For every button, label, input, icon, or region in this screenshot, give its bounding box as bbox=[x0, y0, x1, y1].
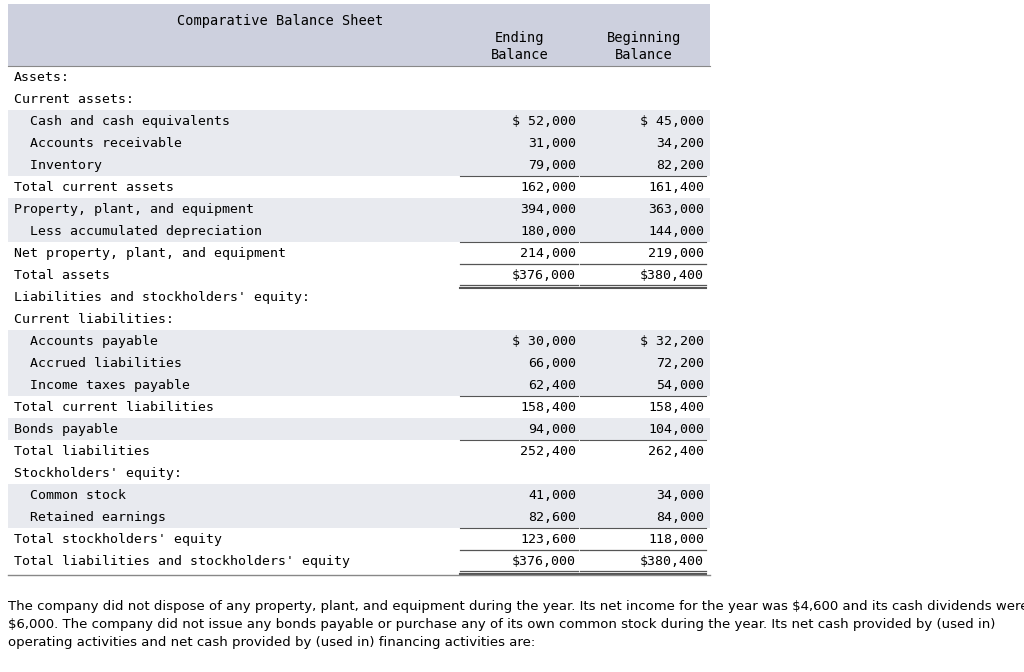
Bar bbox=[8, 220, 710, 242]
Text: 262,400: 262,400 bbox=[648, 445, 705, 458]
Text: Liabilities and stockholders' equity:: Liabilities and stockholders' equity: bbox=[14, 291, 310, 304]
Text: Total assets: Total assets bbox=[14, 269, 110, 282]
Text: 214,000: 214,000 bbox=[520, 247, 575, 260]
Bar bbox=[8, 550, 710, 572]
Text: 54,000: 54,000 bbox=[656, 379, 705, 392]
Text: 82,200: 82,200 bbox=[656, 159, 705, 172]
Bar bbox=[8, 396, 710, 418]
Text: 161,400: 161,400 bbox=[648, 181, 705, 194]
Text: 104,000: 104,000 bbox=[648, 423, 705, 436]
Text: Property, plant, and equipment: Property, plant, and equipment bbox=[14, 203, 254, 216]
Text: 62,400: 62,400 bbox=[528, 379, 575, 392]
Text: Income taxes payable: Income taxes payable bbox=[14, 379, 190, 392]
Bar bbox=[8, 506, 710, 528]
Text: $376,000: $376,000 bbox=[512, 555, 575, 568]
Text: Current assets:: Current assets: bbox=[14, 93, 134, 106]
Text: Less accumulated depreciation: Less accumulated depreciation bbox=[14, 225, 262, 238]
Text: $ 52,000: $ 52,000 bbox=[512, 115, 575, 128]
Text: Cash and cash equivalents: Cash and cash equivalents bbox=[14, 115, 230, 128]
Text: 162,000: 162,000 bbox=[520, 181, 575, 194]
Text: $376,000: $376,000 bbox=[512, 269, 575, 282]
Text: 252,400: 252,400 bbox=[520, 445, 575, 458]
Bar bbox=[8, 154, 710, 176]
Text: 363,000: 363,000 bbox=[648, 203, 705, 216]
Text: $ 32,200: $ 32,200 bbox=[640, 335, 705, 348]
Text: 84,000: 84,000 bbox=[656, 511, 705, 524]
Text: 66,000: 66,000 bbox=[528, 357, 575, 370]
Text: Beginning
Balance: Beginning Balance bbox=[607, 30, 681, 62]
Text: Ending
Balance: Ending Balance bbox=[492, 30, 549, 62]
Bar bbox=[8, 352, 710, 374]
Bar bbox=[8, 176, 710, 198]
Text: Bonds payable: Bonds payable bbox=[14, 423, 118, 436]
Text: Total liabilities: Total liabilities bbox=[14, 445, 150, 458]
Text: Comparative Balance Sheet: Comparative Balance Sheet bbox=[177, 14, 383, 28]
Text: 79,000: 79,000 bbox=[528, 159, 575, 172]
Text: 34,200: 34,200 bbox=[656, 137, 705, 150]
Text: 82,600: 82,600 bbox=[528, 511, 575, 524]
Bar bbox=[8, 66, 710, 88]
Bar bbox=[8, 110, 710, 132]
Bar bbox=[8, 462, 710, 484]
Text: $ 45,000: $ 45,000 bbox=[640, 115, 705, 128]
Bar bbox=[8, 286, 710, 308]
Text: 394,000: 394,000 bbox=[520, 203, 575, 216]
Text: The company did not dispose of any property, plant, and equipment during the yea: The company did not dispose of any prope… bbox=[8, 600, 1024, 613]
Text: $6,000. The company did not issue any bonds payable or purchase any of its own c: $6,000. The company did not issue any bo… bbox=[8, 618, 995, 631]
Text: 118,000: 118,000 bbox=[648, 533, 705, 546]
Text: Retained earnings: Retained earnings bbox=[14, 511, 166, 524]
Bar bbox=[8, 132, 710, 154]
Text: Accounts payable: Accounts payable bbox=[14, 335, 158, 348]
Bar bbox=[8, 374, 710, 396]
Text: Accounts receivable: Accounts receivable bbox=[14, 137, 182, 150]
Bar bbox=[8, 418, 710, 440]
Bar bbox=[8, 440, 710, 462]
Text: 144,000: 144,000 bbox=[648, 225, 705, 238]
Text: 180,000: 180,000 bbox=[520, 225, 575, 238]
Text: 158,400: 158,400 bbox=[520, 401, 575, 414]
Text: 34,000: 34,000 bbox=[656, 489, 705, 502]
Text: Total stockholders' equity: Total stockholders' equity bbox=[14, 533, 222, 546]
Text: 219,000: 219,000 bbox=[648, 247, 705, 260]
Text: $ 30,000: $ 30,000 bbox=[512, 335, 575, 348]
Text: Net property, plant, and equipment: Net property, plant, and equipment bbox=[14, 247, 286, 260]
Text: $380,400: $380,400 bbox=[640, 269, 705, 282]
Text: Total current liabilities: Total current liabilities bbox=[14, 401, 214, 414]
Bar bbox=[8, 4, 710, 66]
Bar bbox=[8, 308, 710, 330]
Text: $380,400: $380,400 bbox=[640, 555, 705, 568]
Bar bbox=[8, 528, 710, 550]
Text: 123,600: 123,600 bbox=[520, 533, 575, 546]
Text: 31,000: 31,000 bbox=[528, 137, 575, 150]
Text: operating activities and net cash provided by (used in) financing activities are: operating activities and net cash provid… bbox=[8, 636, 536, 649]
Text: Inventory: Inventory bbox=[14, 159, 102, 172]
Bar bbox=[8, 198, 710, 220]
Bar bbox=[8, 264, 710, 286]
Text: Total liabilities and stockholders' equity: Total liabilities and stockholders' equi… bbox=[14, 555, 350, 568]
Text: Common stock: Common stock bbox=[14, 489, 126, 502]
Text: Current liabilities:: Current liabilities: bbox=[14, 313, 174, 326]
Text: Total current assets: Total current assets bbox=[14, 181, 174, 194]
Text: Stockholders' equity:: Stockholders' equity: bbox=[14, 467, 182, 480]
Text: 158,400: 158,400 bbox=[648, 401, 705, 414]
Text: Assets:: Assets: bbox=[14, 71, 70, 84]
Bar bbox=[8, 330, 710, 352]
Text: 94,000: 94,000 bbox=[528, 423, 575, 436]
Text: 41,000: 41,000 bbox=[528, 489, 575, 502]
Bar bbox=[8, 88, 710, 110]
Text: Accrued liabilities: Accrued liabilities bbox=[14, 357, 182, 370]
Text: 72,200: 72,200 bbox=[656, 357, 705, 370]
Bar bbox=[8, 242, 710, 264]
Bar bbox=[8, 484, 710, 506]
